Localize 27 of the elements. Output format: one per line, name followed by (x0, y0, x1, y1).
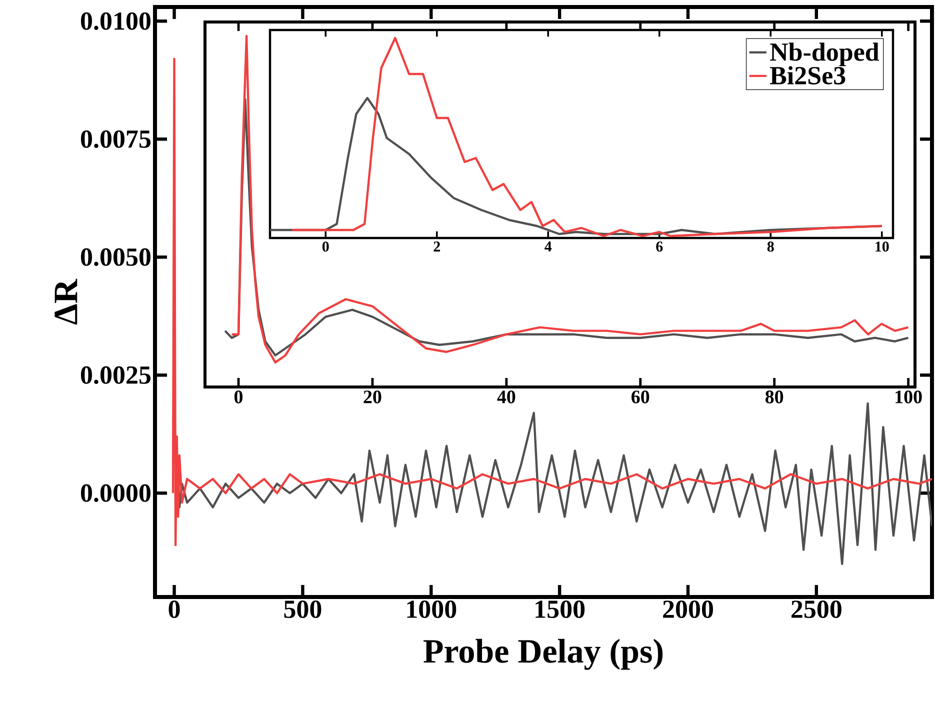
x-tick-label: 100 (896, 390, 922, 404)
x-tick-label: 0 (322, 242, 329, 252)
x-tick-label: 500 (284, 600, 322, 618)
x-tick-label: 0 (168, 600, 180, 618)
x-tick-label: 0 (234, 390, 243, 404)
y-tick-label: 0.0025 (80, 366, 151, 384)
x-tick-label: 1500 (536, 600, 585, 618)
x-tick-label: 4 (544, 242, 552, 252)
x-tick-label: 2000 (663, 600, 713, 618)
x-tick-label: 60 (632, 390, 650, 404)
legend-label: Bi2Se3 (770, 66, 846, 84)
y-tick-label: 0.0050 (80, 248, 150, 266)
x-tick-label: 20 (364, 390, 382, 404)
x-tick-label: 2500 (792, 600, 842, 618)
legend-label: Nb-doped (770, 42, 880, 66)
y-tick-label: 0.0100 (80, 12, 150, 30)
x-tick-label: 2 (434, 242, 440, 252)
x-tick-label: 8 (767, 242, 774, 252)
x-axis-title: Probe Delay (ps) (424, 638, 663, 670)
x-tick-label: 10 (876, 242, 889, 252)
y-tick-label: 0.0075 (80, 130, 151, 148)
x-tick-label: 6 (656, 242, 663, 252)
y-tick-label: 0.0000 (80, 484, 150, 502)
x-tick-label: 80 (765, 390, 784, 404)
x-tick-label: 1000 (407, 600, 456, 618)
x-tick-label: 40 (497, 390, 516, 404)
y-axis-title: ΔR (54, 278, 78, 324)
